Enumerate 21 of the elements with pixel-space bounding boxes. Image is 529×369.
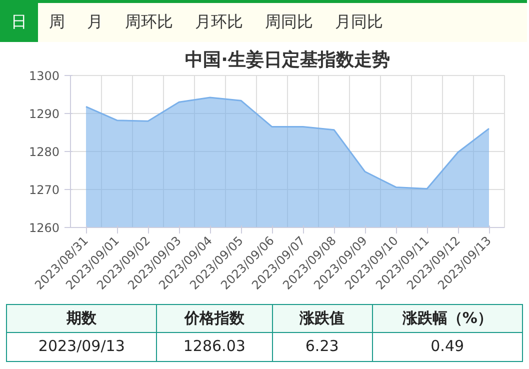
y-tick-label: 1280 (28, 145, 60, 159)
text: 价格指数 (156, 304, 272, 333)
chart-title: 中国·生姜日定基指数走势 (185, 48, 390, 70)
text: 期数 (6, 304, 157, 333)
text: 涨跌幅（%） (372, 304, 522, 333)
y-tick-label: 1260 (28, 221, 60, 235)
text: 周环比 (124, 11, 174, 33)
text: 1286.03 (156, 332, 272, 362)
y-tick-label: 1290 (28, 107, 60, 121)
text: 2023/09/13 (6, 332, 157, 362)
text: 周 (48, 11, 66, 33)
text: 月环比 (194, 11, 244, 33)
y-tick-label: 1300 (28, 69, 60, 83)
y-tick-label: 1270 (28, 183, 60, 197)
text: 6.23 (272, 332, 372, 362)
text: 日 (0, 3, 38, 42)
text: 月 (86, 11, 104, 33)
text: 月同比 (334, 11, 384, 33)
text: 周同比 (264, 11, 314, 33)
text: 0.49 (372, 332, 522, 362)
text: 涨跌值 (272, 304, 372, 333)
